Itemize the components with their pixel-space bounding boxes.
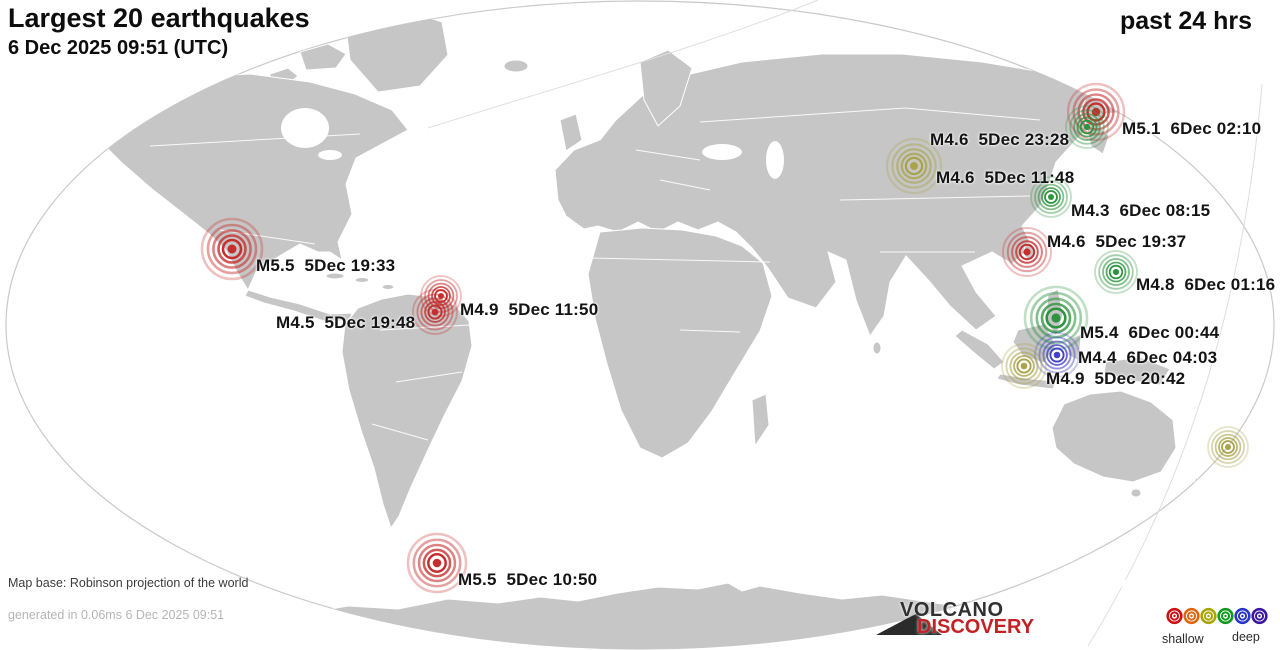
generated-note: generated in 0.06ms 6 Dec 2025 09:51 [8,608,225,622]
quake-label[interactable]: M4.4 6Dec 04:03 [1078,348,1218,367]
quake-marker[interactable] [1030,176,1072,218]
volcano-triangle-icon [876,614,942,635]
depth-legend-circle [1217,607,1234,625]
continents [44,5,1207,649]
legend-deep-label: deep [1232,630,1260,644]
volcanodiscovery-logo[interactable]: VOLCANO DISCOVERY [868,594,1048,640]
quake-marker[interactable] [1065,105,1109,149]
quake-label[interactable]: M4.9 5Dec 20:42 [1046,369,1186,388]
depth-legend-circle [1200,607,1217,625]
depth-legend-circles [1166,607,1268,625]
depth-legend-circle [1166,607,1183,625]
quake-label[interactable]: M4.6 5Dec 11:48 [936,168,1075,187]
quake-label[interactable]: M5.4 6Dec 00:44 [1080,323,1220,342]
depth-legend: shallow deep [1158,604,1280,650]
map-swoosh [867,565,1162,650]
quake-marker[interactable] [1066,82,1126,142]
quake-label[interactable]: M4.9 5Dec 11:50 [460,300,599,319]
quake-label[interactable]: M4.6 5Dec 23:28 [930,130,1070,149]
map-timestamp: 6 Dec 2025 09:51 (UTC) [8,37,229,59]
quake-marker[interactable] [1094,250,1138,294]
quake-marker[interactable] [1002,227,1052,277]
quake-marker[interactable] [412,289,458,335]
depth-legend-circle [1183,607,1200,625]
period-label: past 24 hrs [1119,7,1252,35]
depth-legend-circle [1251,607,1268,625]
quake-marker[interactable] [1001,343,1047,389]
quake-label[interactable]: M5.5 5Dec 19:33 [256,256,396,275]
country-borders [149,107,1041,441]
quake-label[interactable]: M5.5 5Dec 10:50 [458,570,598,589]
depth-legend-circle [1234,607,1251,625]
logo-discovery-text: DISCOVERY [917,616,1035,638]
quake-marker[interactable] [1034,332,1080,378]
page-title: Largest 20 earthquakes [8,3,310,33]
quake-label[interactable]: M4.6 5Dec 19:37 [1047,232,1187,251]
graticule-lines [427,0,1263,647]
quake-marker[interactable] [885,137,943,195]
logo-volcano-text: VOLCANO [900,599,1004,621]
quake-label[interactable]: M4.8 6Dec 01:16 [1136,275,1276,294]
quake-marker[interactable] [406,532,468,594]
legend-shallow-label: shallow [1162,632,1204,646]
quake-label[interactable]: M5.1 6Dec 02:10 [1122,119,1262,138]
quake-label[interactable]: M4.3 6Dec 08:15 [1071,201,1211,220]
map-base-note: Map base: Robinson projection of the wor… [8,576,249,590]
quake-marker[interactable] [1207,426,1249,468]
quake-marker[interactable] [200,217,264,281]
quake-label[interactable]: M4.5 5Dec 19:48 [276,313,416,332]
